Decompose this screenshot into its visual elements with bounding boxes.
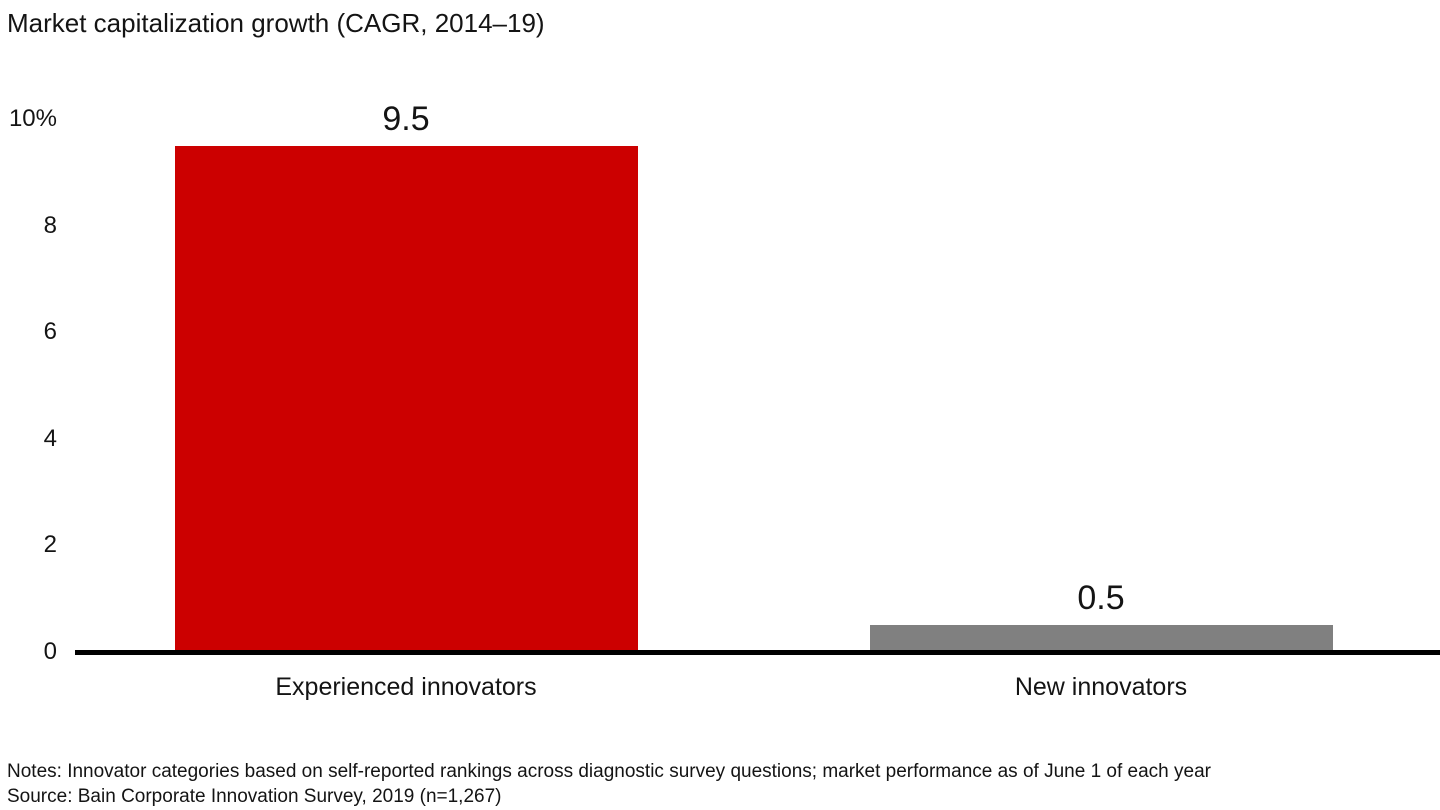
x-axis-line [75,650,1440,655]
bar-experienced-innovators [175,146,638,652]
category-label: Experienced innovators [275,673,537,701]
bar-new-innovators [870,625,1333,652]
bar-value-label: 9.5 [382,100,430,138]
y-axis-tick-label: 8 [43,212,57,239]
source-line: Source: Bain Corporate Innovation Survey… [7,786,502,807]
chart-title: Market capitalization growth (CAGR, 2014… [7,8,545,38]
y-axis-tick-label: 10% [8,105,57,132]
y-axis-tick-label: 2 [43,531,57,558]
y-axis-tick-label: 6 [43,318,57,345]
category-label: New innovators [1014,673,1188,701]
notes-line: Notes: Innovator categories based on sel… [7,761,1211,782]
y-axis-tick-label: 4 [43,425,57,452]
bar-value-label: 0.5 [1077,579,1125,617]
y-axis-tick-label: 0 [43,638,57,665]
footnotes: Notes: Innovator categories based on sel… [7,759,1211,809]
